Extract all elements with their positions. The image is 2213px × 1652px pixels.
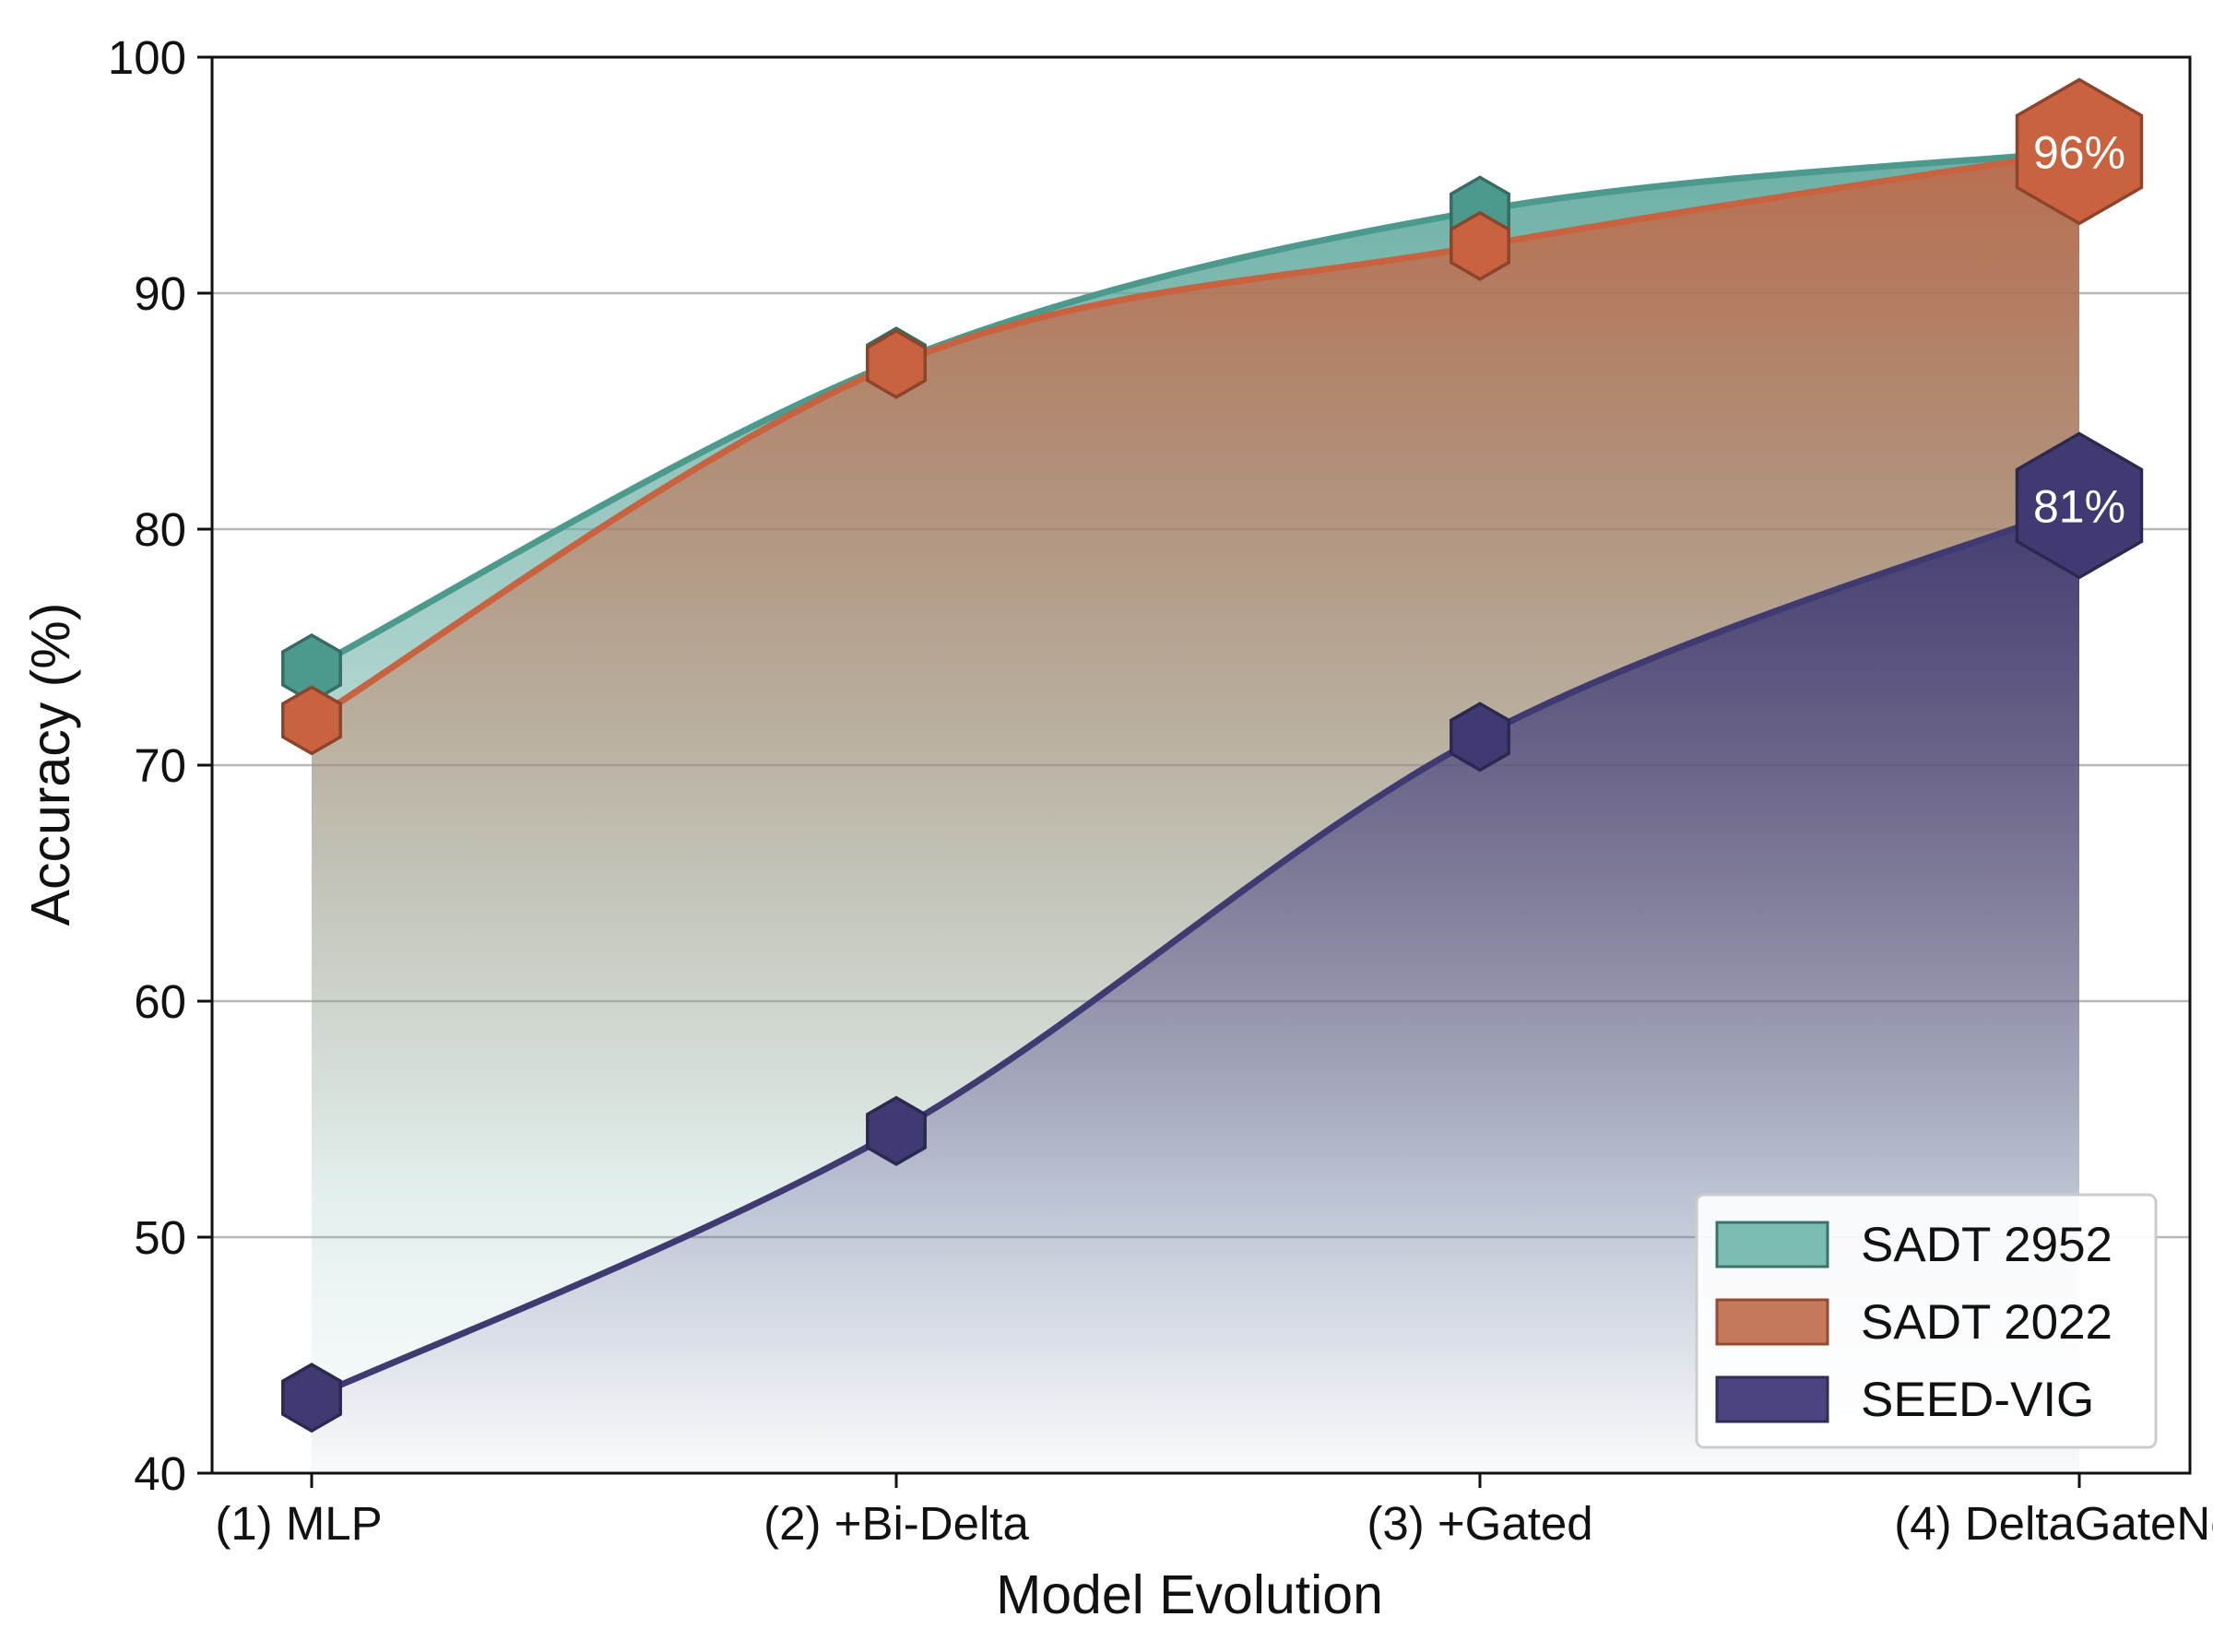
accuracy-area-chart: 96% 81% 40 50 60 70 80 90 100 (1) MLP (2) +Bi-De…: [0, 0, 2213, 1652]
legend: SADT 2952 SADT 2022 SEED-VIG: [1697, 1195, 2156, 1447]
x-tick-label-1: (1) MLP: [215, 1497, 382, 1550]
marker-sadt-2022-2: [868, 331, 925, 397]
y-tick-label-40: 40: [134, 1447, 186, 1500]
marker-sadt-2022-1: [283, 687, 340, 753]
marker-seed-vig-1: [283, 1364, 340, 1431]
x-tick-label-4: (4) DeltaGateNet: [1894, 1497, 2213, 1550]
marker-sadt-2022-3: [1451, 213, 1509, 279]
data-label-sadt-2022: 96%: [2033, 126, 2125, 178]
x-tick-label-2: (2) +Bi-Delta: [763, 1497, 1029, 1550]
y-tick-label-80: 80: [134, 503, 186, 556]
legend-label-seed-vig: SEED-VIG: [1861, 1373, 2094, 1427]
y-axis-title: Accuracy (%): [20, 603, 81, 926]
legend-label-sadt-2952: SADT 2952: [1861, 1218, 2112, 1272]
y-tick-label-90: 90: [134, 267, 186, 320]
y-axis-ticks: 40 50 60 70 80 90 100: [108, 31, 212, 1500]
legend-swatch-sadt-2022: [1717, 1300, 1828, 1344]
y-tick-label-50: 50: [134, 1211, 186, 1264]
x-axis-title: Model Evolution: [996, 1564, 1383, 1625]
legend-swatch-seed-vig: [1717, 1377, 1828, 1422]
y-tick-label-70: 70: [134, 739, 186, 792]
y-tick-label-60: 60: [134, 975, 186, 1028]
y-tick-label-100: 100: [108, 31, 186, 84]
marker-seed-vig-2: [868, 1098, 925, 1164]
marker-seed-vig-3: [1451, 703, 1509, 770]
x-axis-ticks: (1) MLP (2) +Bi-Delta (3) +Gated (4) DeltaG…: [215, 1473, 2213, 1550]
legend-swatch-sadt-2952: [1717, 1222, 1828, 1267]
data-label-seed-vig: 81%: [2033, 480, 2125, 532]
legend-label-sadt-2022: SADT 2022: [1861, 1295, 2112, 1350]
x-tick-label-3: (3) +Gated: [1367, 1497, 1592, 1550]
